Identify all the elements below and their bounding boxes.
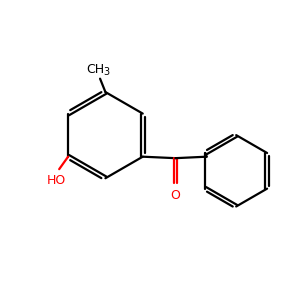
Text: O: O <box>170 189 180 202</box>
Text: HO: HO <box>46 174 66 187</box>
Text: CH: CH <box>86 63 105 76</box>
Text: 3: 3 <box>103 67 110 76</box>
